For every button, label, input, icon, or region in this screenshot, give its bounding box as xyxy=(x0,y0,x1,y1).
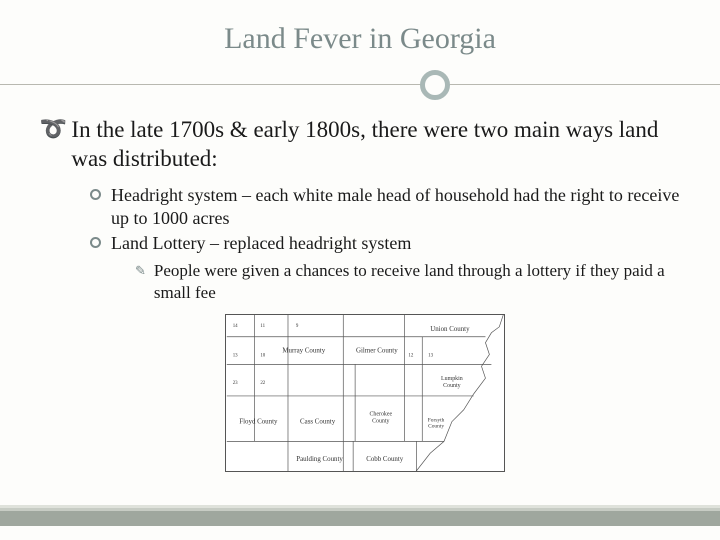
ring-bullet-icon xyxy=(90,189,101,200)
svg-text:11: 11 xyxy=(260,324,265,329)
ring-bullet-icon xyxy=(90,237,101,248)
map-label: Cobb County xyxy=(366,456,404,463)
subsub-bullet: ✎ People were given a chances to receive… xyxy=(135,260,690,304)
map-label: Union County xyxy=(430,326,470,333)
title-divider xyxy=(0,70,720,102)
svg-text:12: 12 xyxy=(408,353,413,358)
svg-text:14: 14 xyxy=(233,324,238,329)
svg-text:13: 13 xyxy=(428,353,433,358)
main-bullet: ➰ In the late 1700s & early 1800s, there… xyxy=(40,116,690,174)
svg-text:22: 22 xyxy=(260,381,265,386)
map-label: Murray County xyxy=(282,347,325,354)
sub-bullet-text: Land Lottery – replaced headright system xyxy=(111,232,411,255)
leaf-bullet-icon: ✎ xyxy=(135,263,146,280)
map-label: CherokeeCounty xyxy=(369,412,392,425)
horizontal-rule xyxy=(0,84,720,85)
map-label: Paulding County xyxy=(296,456,343,463)
map-label: ForsythCounty xyxy=(428,417,445,429)
subsub-bullet-text: People were given a chances to receive l… xyxy=(154,260,690,304)
content-area: ➰ In the late 1700s & early 1800s, there… xyxy=(0,116,720,476)
svg-text:10: 10 xyxy=(260,353,265,358)
accent-circle-icon xyxy=(420,70,450,100)
map-label: Cass County xyxy=(300,418,336,425)
map-label: Floyd County xyxy=(239,418,278,425)
subsub-bullet-list: ✎ People were given a chances to receive… xyxy=(40,258,690,304)
sub-bullet-list: Headright system – each white male head … xyxy=(40,180,690,256)
svg-text:23: 23 xyxy=(233,381,238,386)
sub-bullet: Headright system – each white male head … xyxy=(90,184,690,231)
map-label: Gilmer County xyxy=(356,347,398,354)
slide-title: Land Fever in Georgia xyxy=(0,0,720,70)
map-container: 14 11 9 13 10 23 22 12 13 Murray County Gilme… xyxy=(40,314,690,476)
map-label: LumpkinCounty xyxy=(441,376,463,389)
svg-text:13: 13 xyxy=(233,353,238,358)
curl-bullet-icon: ➰ xyxy=(40,116,67,142)
sub-bullet-text: Headright system – each white male head … xyxy=(111,184,690,231)
main-bullet-text: In the late 1700s & early 1800s, there w… xyxy=(71,116,690,174)
slide: Land Fever in Georgia ➰ In the late 1700… xyxy=(0,0,720,540)
svg-text:9: 9 xyxy=(296,324,299,329)
map-svg: 14 11 9 13 10 23 22 12 13 Murray County Gilme… xyxy=(226,315,504,471)
sub-bullet: Land Lottery – replaced headright system xyxy=(90,232,690,255)
footer-bar xyxy=(0,508,720,526)
county-map: 14 11 9 13 10 23 22 12 13 Murray County Gilme… xyxy=(225,314,505,472)
